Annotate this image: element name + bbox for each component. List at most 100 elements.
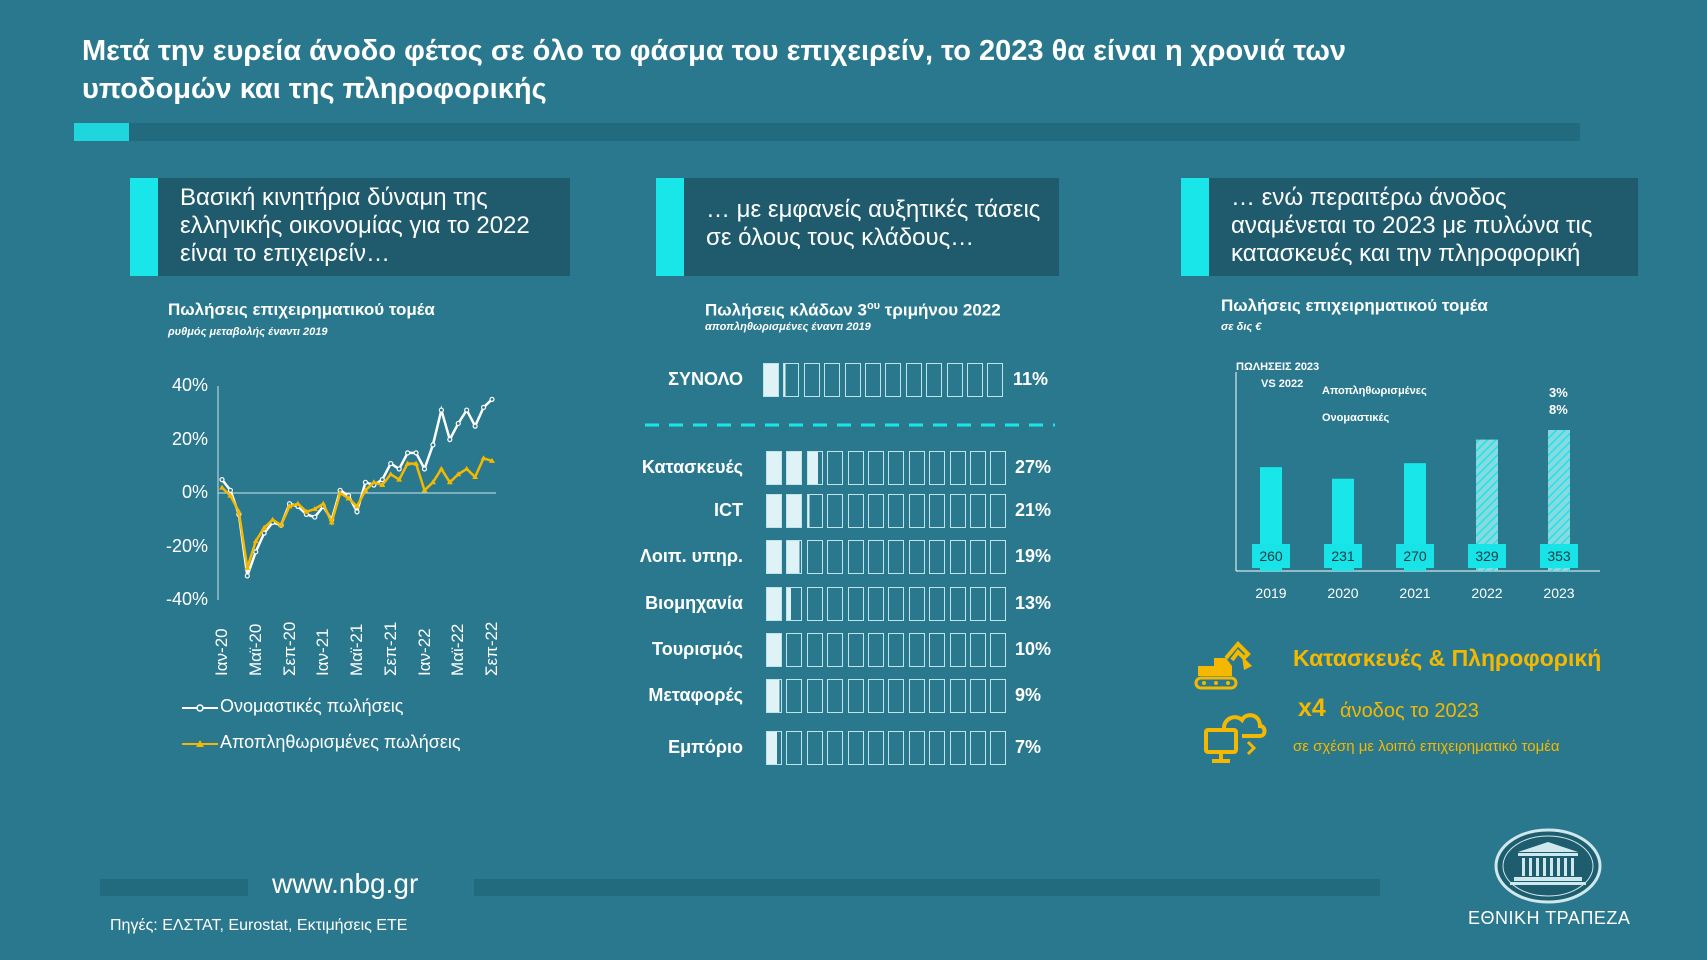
chart3-annotation-deflated-value: 3% xyxy=(1549,385,1568,400)
chart1-point-deflated xyxy=(337,490,344,495)
chart3-x-tick: 2023 xyxy=(1543,585,1575,601)
chart2-block xyxy=(806,731,823,765)
chart1-point-deflated xyxy=(472,473,479,479)
chart3-annotation-nominal: Ονομαστικές xyxy=(1322,412,1390,424)
chart2-block xyxy=(786,451,803,485)
chart2-block xyxy=(949,679,966,713)
chart3-x-tick: 2020 xyxy=(1327,585,1359,601)
chart1-y-tick: 20% xyxy=(171,428,208,449)
chart3-x-tick: 2021 xyxy=(1399,585,1431,601)
chart2-category-label: Βιομηχανία xyxy=(645,593,743,613)
panel-accent xyxy=(1181,178,1209,276)
chart2-block xyxy=(949,540,966,574)
chart1-point-deflated xyxy=(489,457,495,463)
chart3-bar-value: 353 xyxy=(1540,544,1578,568)
chart2-block xyxy=(990,494,1007,528)
chart2-category-label: Λοιπ. υπηρ. xyxy=(639,546,743,566)
chart1-point-deflated xyxy=(354,503,360,509)
chart2-block xyxy=(970,540,986,574)
chart2-subtitle: αποπληθωρισμένες έναντι 2019 xyxy=(705,321,871,333)
chart2-block xyxy=(908,494,925,528)
chart1-point-deflated xyxy=(345,495,352,501)
chart2-block xyxy=(766,587,782,621)
chart1-point-nominal xyxy=(472,423,478,429)
chart2-block xyxy=(868,679,884,713)
chart2-block xyxy=(806,540,823,574)
chart3-subtitle: σε δις € xyxy=(1221,321,1262,333)
chart2-block xyxy=(908,540,925,574)
chart2-block xyxy=(847,494,864,528)
chart1-point-deflated xyxy=(362,487,369,493)
chart2-block xyxy=(970,679,986,713)
chart3-annotation-header-2: VS 2022 xyxy=(1261,378,1304,390)
chart1-point-deflated xyxy=(269,516,276,522)
chart2-block xyxy=(888,587,905,621)
chart1-point-nominal xyxy=(253,549,259,555)
chart2-block xyxy=(786,587,803,621)
bank-name: ΕΘΝΙΚΗ ΤΡΑΠΕΖΑ xyxy=(1468,908,1631,928)
chart2-block xyxy=(929,679,946,713)
excavator-icon xyxy=(1194,641,1252,690)
highlight-multiplier: x4 xyxy=(1298,694,1326,722)
chart2-block xyxy=(827,633,844,667)
chart2-block xyxy=(970,633,986,667)
panel-heading-text: … με εμφανείς αυξητικές τάσεις σε όλους … xyxy=(706,196,1041,251)
legend-nominal-label: Ονομαστικές πωλήσεις xyxy=(220,696,404,716)
cloud-computer-icon xyxy=(1204,713,1267,763)
chart2-block xyxy=(865,363,881,397)
chart1-point-nominal xyxy=(405,450,411,456)
chart1-point-deflated xyxy=(379,481,386,487)
chart2-block xyxy=(868,451,884,485)
chart2-block xyxy=(949,587,966,621)
highlight-comparison: σε σχέση με λοιπό επιχειρηματικό τομέα xyxy=(1293,738,1560,755)
chart2-block xyxy=(868,540,884,574)
chart2-block xyxy=(908,731,925,765)
chart1-point-nominal xyxy=(219,477,225,483)
chart2-block xyxy=(786,731,803,765)
chart2-block xyxy=(806,679,823,713)
chart2-block xyxy=(766,451,782,485)
chart2-block xyxy=(803,363,820,397)
chart2-block xyxy=(929,587,946,621)
chart2-block xyxy=(987,363,1004,397)
chart2-block xyxy=(806,587,823,621)
chart2-block xyxy=(970,587,986,621)
chart2-block xyxy=(929,494,946,528)
chart2-block xyxy=(949,451,966,485)
chart3-bar-value: 231 xyxy=(1324,544,1362,568)
chart2-block xyxy=(888,679,905,713)
chart2-block xyxy=(827,731,844,765)
chart1-point-deflated xyxy=(387,471,394,477)
chart2-block xyxy=(888,494,905,528)
chart2-block xyxy=(827,451,844,485)
chart2-block xyxy=(888,731,905,765)
chart2-block xyxy=(847,451,864,485)
chart2-block xyxy=(967,363,983,397)
highlight-growth-text: άνοδος το 2023 xyxy=(1340,700,1479,722)
chart2-category-label: Τουρισμός xyxy=(652,639,743,659)
chart1-y-tick: -40% xyxy=(165,589,208,609)
chart3-annotation-header-1: ΠΩΛΗΣΕΙΣ 2023 xyxy=(1236,361,1320,373)
chart1-point-deflated xyxy=(219,484,225,490)
chart2-block xyxy=(827,540,844,574)
chart1-point-deflated xyxy=(227,492,234,498)
chart2-block xyxy=(908,679,925,713)
chart1-point-nominal xyxy=(447,436,453,443)
chart2-dashed-separator xyxy=(645,423,1055,427)
chart1-point-nominal xyxy=(464,407,470,413)
chart1-point-deflated xyxy=(294,500,301,506)
chart1-point-deflated xyxy=(278,522,285,528)
chart2-block xyxy=(806,451,823,485)
chart2-block xyxy=(786,633,803,667)
chart2-value-label: 10% xyxy=(1015,639,1052,659)
chart1-point-nominal xyxy=(438,407,444,413)
chart1-point-deflated xyxy=(286,503,293,509)
chart2-block xyxy=(990,451,1007,485)
chart1-point-nominal xyxy=(354,509,360,515)
footer-bar-right xyxy=(474,879,1380,896)
chart1-point-deflated xyxy=(404,460,411,466)
legend-deflated-icon xyxy=(182,740,218,747)
chart1-point-nominal xyxy=(455,420,461,427)
chart2-block xyxy=(847,633,864,667)
chart2-value-label: 27% xyxy=(1015,457,1052,477)
